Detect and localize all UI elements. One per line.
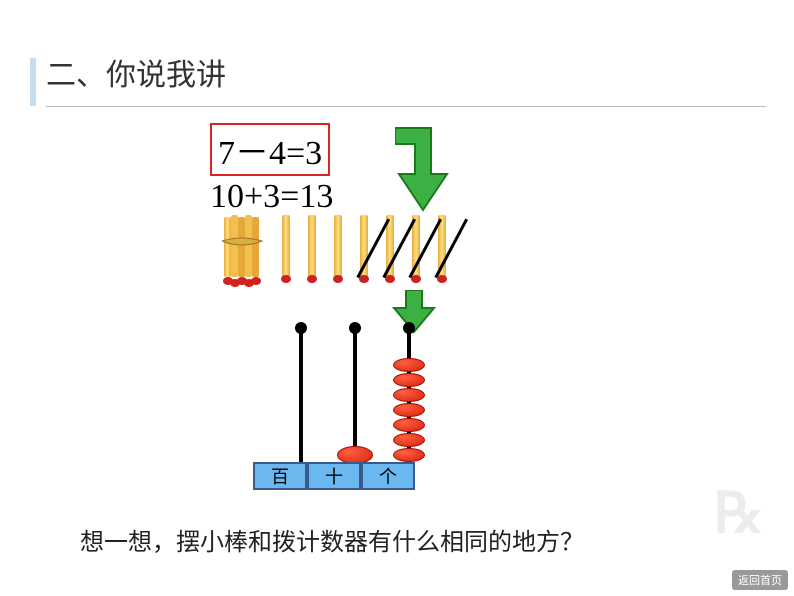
stick-2	[308, 215, 316, 279]
label-tens: 十	[307, 462, 361, 490]
bead-ones-5	[393, 418, 425, 432]
title-text: 二、你说我讲	[46, 50, 766, 107]
watermark: ℞	[714, 481, 764, 546]
arrow-down-1	[395, 122, 459, 214]
rod-tens	[353, 328, 357, 464]
equation-1-boxed: 7－4=3	[210, 123, 330, 176]
rod-top-ball	[295, 322, 307, 334]
question-text: 想一想，摆小棒和拨计数器有什么相同的地方？	[80, 522, 584, 557]
stick-1	[282, 215, 290, 279]
label-hundreds: 百	[253, 462, 307, 490]
rod-top-ball	[403, 322, 415, 334]
equation-2: 10+3=13	[210, 178, 333, 216]
bead-ones-3	[393, 388, 425, 402]
label-ones: 个	[361, 462, 415, 490]
bead-ones-7	[393, 448, 425, 462]
title-accent-bar	[30, 58, 36, 106]
arrow-down-2	[392, 290, 438, 334]
bead-ones-2	[393, 373, 425, 387]
section-title: 二、你说我讲	[30, 50, 766, 107]
bead-ones-6	[393, 433, 425, 447]
stick-3	[334, 215, 342, 279]
rod-hundreds	[299, 328, 303, 464]
stick-bundle	[220, 215, 264, 291]
bead-ones-1	[393, 358, 425, 372]
abacus-base: 百 十 个	[253, 462, 415, 490]
equations-block: 7－4=3 10+3=13	[210, 123, 333, 216]
rod-top-ball	[349, 322, 361, 334]
back-home-button[interactable]: 返回首页	[732, 570, 788, 590]
bead-ones-4	[393, 403, 425, 417]
